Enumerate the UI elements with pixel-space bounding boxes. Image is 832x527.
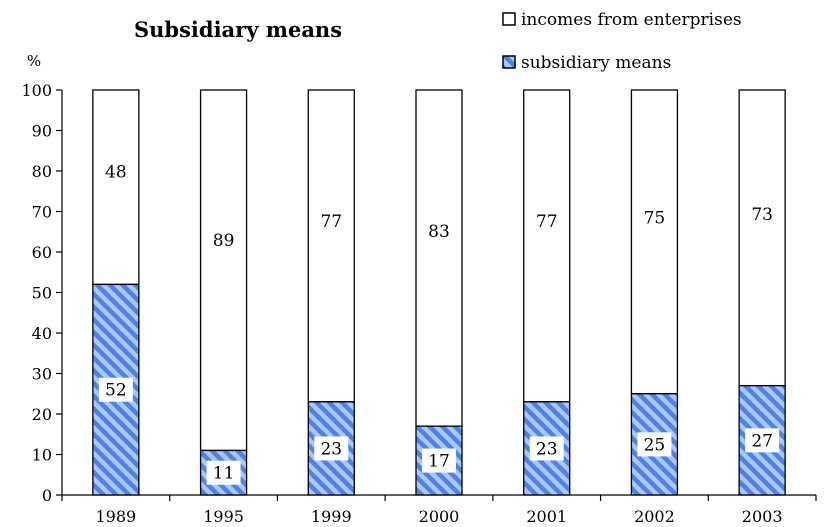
legend-label-incomes: incomes from enterprises bbox=[521, 10, 742, 30]
bar-incomes-from-enterprises bbox=[630, 89, 679, 395]
legend-label-subsidiary: subsidiary means bbox=[521, 53, 671, 73]
data-label-bg bbox=[98, 377, 133, 402]
data-label-bg bbox=[422, 448, 456, 473]
data-label-incomes-from-enterprises: 48 bbox=[105, 163, 127, 183]
data-label-bg bbox=[529, 436, 564, 461]
y-tick-label: 10 bbox=[32, 446, 52, 465]
data-labels: 52 48 11 89 23 77 17 83 23 77 25 75 27 73 bbox=[98, 163, 780, 485]
x-tick-label: 1999 bbox=[311, 507, 352, 526]
data-label-subsidiary-means: 52 bbox=[105, 381, 127, 401]
x-tick-label: 2000 bbox=[419, 507, 460, 526]
y-tick-label: 70 bbox=[32, 203, 52, 222]
data-label-incomes-from-enterprises: 77 bbox=[536, 212, 558, 232]
legend-swatch-subsidiary bbox=[502, 55, 516, 69]
bar-incomes-from-enterprises bbox=[738, 89, 786, 387]
y-tick-label: 100 bbox=[21, 81, 52, 100]
data-label-subsidiary-means: 25 bbox=[644, 435, 666, 455]
x-tick-label: 1995 bbox=[203, 507, 244, 526]
bar-incomes-from-enterprises bbox=[307, 89, 355, 403]
y-tick-label: 0 bbox=[42, 486, 52, 505]
y-tick-label: 20 bbox=[32, 405, 52, 424]
data-label-subsidiary-means: 11 bbox=[213, 464, 235, 484]
x-axis: 1989 1995 1999 2000 2001 2002 2003 bbox=[61, 494, 817, 526]
bar-incomes-from-enterprises bbox=[199, 89, 248, 452]
y-tick-label: 50 bbox=[32, 284, 52, 303]
y-tick-label: 40 bbox=[32, 324, 52, 343]
bar-incomes-from-enterprises bbox=[92, 89, 140, 286]
data-label-bg bbox=[637, 432, 672, 457]
x-tick-label: 2002 bbox=[634, 507, 675, 526]
data-label-incomes-from-enterprises: 77 bbox=[320, 212, 342, 232]
y-tick-label: 90 bbox=[32, 122, 52, 141]
bar-incomes-from-enterprises bbox=[523, 89, 571, 403]
data-label-incomes-from-enterprises: 83 bbox=[428, 222, 450, 242]
data-label-incomes-from-enterprises: 75 bbox=[644, 209, 666, 229]
y-axis: 0 10 20 30 40 50 60 70 80 90 100 bbox=[21, 81, 63, 505]
x-tick-label: 2003 bbox=[742, 507, 783, 526]
data-label-bg bbox=[745, 428, 780, 453]
x-tick-label: 2001 bbox=[526, 507, 567, 526]
data-label-bg bbox=[314, 436, 349, 461]
bar-incomes-from-enterprises bbox=[415, 89, 463, 427]
data-label-subsidiary-means: 27 bbox=[751, 431, 773, 451]
y-axis-unit-label: % bbox=[27, 52, 41, 70]
data-label-subsidiary-means: 23 bbox=[320, 439, 342, 459]
legend: incomes from enterprises subsidiary mean… bbox=[502, 10, 742, 73]
bars bbox=[92, 89, 786, 496]
legend-swatch-incomes bbox=[502, 12, 516, 26]
data-label-incomes-from-enterprises: 89 bbox=[213, 231, 235, 251]
y-tick-label: 60 bbox=[32, 243, 52, 262]
data-label-subsidiary-means: 23 bbox=[536, 439, 558, 459]
chart-title: Subsidiary means bbox=[134, 17, 342, 42]
data-label-subsidiary-means: 17 bbox=[428, 452, 450, 472]
data-label-bg bbox=[206, 460, 241, 485]
x-tick-label: 1989 bbox=[95, 507, 136, 526]
data-label-incomes-from-enterprises: 73 bbox=[751, 205, 773, 225]
y-tick-label: 30 bbox=[32, 365, 52, 384]
y-tick-label: 80 bbox=[32, 162, 52, 181]
